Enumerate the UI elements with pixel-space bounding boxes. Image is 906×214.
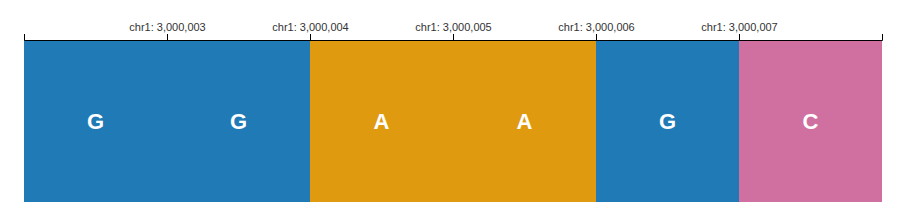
- bar: [24, 40, 167, 202]
- bar: [167, 40, 310, 202]
- annotations: GGAAGC: [87, 109, 819, 134]
- annotation: C: [803, 109, 819, 134]
- chart: GGAAGCchr1: 3,000,003chr1: 3,000,004chr1…: [0, 0, 906, 214]
- bar: [310, 40, 453, 202]
- tick-mark: [739, 34, 740, 40]
- tick: chr1: 3,000,003: [129, 21, 205, 40]
- tick-label: chr1: 3,000,005: [415, 21, 491, 33]
- tick-label: chr1: 3,000,003: [129, 21, 205, 33]
- tick: chr1: 3,000,004: [272, 21, 348, 40]
- bar: [596, 40, 739, 202]
- tick-mark: [453, 34, 454, 40]
- axis-line: [25, 34, 883, 41]
- bars: [24, 40, 882, 202]
- tick-mark: [310, 34, 311, 40]
- bar: [453, 40, 596, 202]
- annotation: G: [659, 109, 676, 134]
- annotation: A: [374, 109, 390, 134]
- tick-mark: [167, 34, 168, 40]
- bar: [739, 40, 882, 202]
- x-axis: chr1: 3,000,003 chr1: 3,000,004 chr1: 3,00…: [25, 21, 883, 41]
- tick: chr1: 3,000,006: [558, 21, 634, 40]
- tick-label: chr1: 3,000,006: [558, 21, 634, 33]
- annotation: G: [230, 109, 247, 134]
- annotation: A: [517, 109, 533, 134]
- tick-mark: [596, 34, 597, 40]
- tick-label: chr1: 3,000,007: [701, 21, 777, 33]
- tick: chr1: 3,000,007: [701, 21, 777, 40]
- annotation: G: [87, 109, 104, 134]
- tick-label: chr1: 3,000,004: [272, 21, 348, 33]
- tick: chr1: 3,000,005: [415, 21, 491, 40]
